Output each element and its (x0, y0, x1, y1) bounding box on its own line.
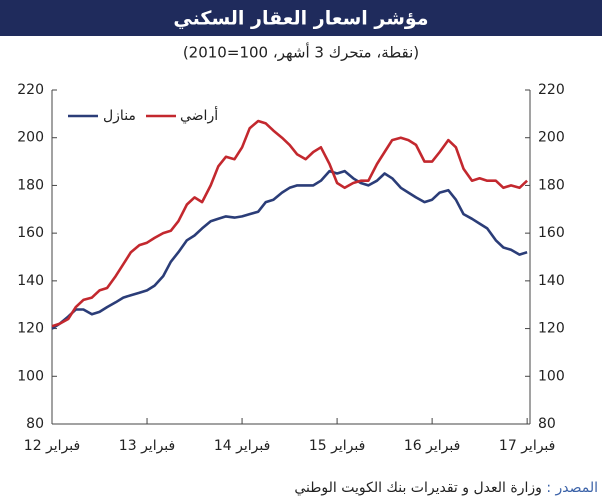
y-tick-label: 100 (17, 368, 44, 384)
y2-tick-label: 80 (538, 416, 556, 432)
y2-tick-label: 200 (538, 130, 565, 146)
source-text: وزارة العدل و تقديرات بنك الكويت الوطني (294, 480, 542, 496)
chart-title: مؤشر اسعار العقار السكني (173, 8, 428, 30)
source-label: المصدر : (546, 480, 598, 496)
legend-label: أراضي (180, 106, 218, 124)
y-tick-label: 220 (17, 82, 44, 98)
y2-tick-label: 140 (538, 273, 565, 289)
y2-tick-label: 160 (538, 225, 565, 241)
y2-tick-label: 220 (538, 82, 565, 98)
y-tick-label: 140 (17, 273, 44, 289)
y-tick-label: 180 (17, 177, 44, 193)
x-tick-label: فبراير 13 (119, 438, 175, 454)
series-line (51, 119, 528, 328)
legend-label: منازل (103, 108, 136, 124)
y2-tick-label: 120 (538, 321, 565, 337)
y-tick-label: 160 (17, 225, 44, 241)
x-tick-label: فبراير 15 (309, 438, 365, 454)
series-line (51, 169, 528, 330)
x-tick-label: فبراير 12 (24, 438, 80, 454)
y2-tick-label: 180 (538, 177, 565, 193)
y-tick-label: 120 (17, 321, 44, 337)
title-bar (0, 0, 602, 36)
x-tick-label: فبراير 16 (404, 438, 460, 454)
x-tick-label: فبراير 14 (214, 438, 270, 454)
y2-tick-label: 100 (538, 368, 565, 384)
source-line: المصدر : وزارة العدل و تقديرات بنك الكوي… (294, 480, 598, 496)
y-tick-label: 200 (17, 130, 44, 146)
y-tick-label: 80 (26, 416, 44, 432)
x-tick-label: فبراير 17 (499, 438, 555, 454)
chart-subtitle: (نقطة، متحرك 3 أشهر، 100=2010) (183, 43, 419, 62)
